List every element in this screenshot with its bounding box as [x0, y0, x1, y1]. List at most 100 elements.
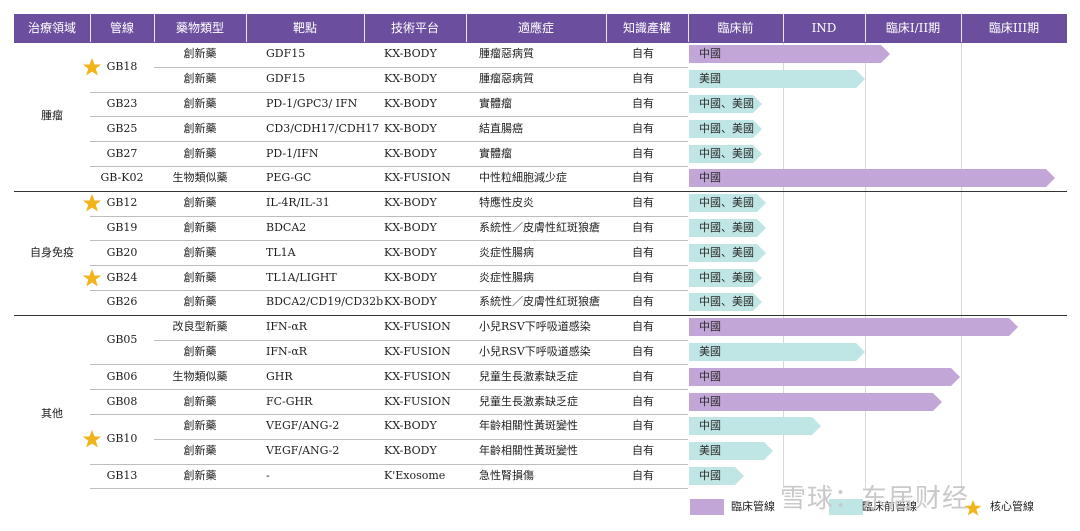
header-col-1: 管線	[109, 21, 134, 35]
pipeline-name: GB13	[106, 469, 138, 482]
therapeutic-area: 自身免疫	[30, 245, 74, 259]
tech-platform: KX-FUSION	[384, 394, 451, 408]
ip-ownership: 自有	[632, 121, 654, 135]
region-label: 美國	[699, 444, 721, 458]
drug-type: 改良型新藥	[172, 320, 228, 334]
row-divider	[90, 166, 688, 167]
target: TL1A/LIGHT	[266, 270, 337, 284]
pipeline-name: GB-K02	[100, 171, 144, 185]
target: IL-4R/IL-31	[266, 196, 330, 210]
drug-type: 創新藥	[183, 97, 217, 110]
target: GDF15	[266, 72, 306, 86]
target: GDF15	[266, 47, 306, 61]
header-col-6: 知識產權	[622, 21, 671, 35]
drug-type: 創新藥	[183, 72, 217, 86]
legend-clinical-label: 臨床管線	[731, 500, 775, 513]
row-divider	[154, 67, 688, 68]
region-label: 中國	[699, 47, 721, 61]
indication: 兒童生長激素缺乏症	[479, 394, 578, 408]
region-label: 中國	[699, 320, 721, 334]
region-label: 中國、美國	[699, 221, 754, 234]
drug-type: 生物類似藥	[172, 369, 228, 383]
preclinical-progress-arrow	[689, 119, 762, 138]
target: PD-1/GPC3/ IFN	[266, 97, 358, 110]
region-label: 中國	[699, 469, 721, 482]
target: PEG-GC	[266, 171, 312, 185]
pipeline-name: GB20	[106, 245, 138, 259]
legend-core-label: 核心管線	[990, 500, 1034, 513]
tech-platform: K'Exosome	[384, 469, 446, 482]
header-stage-1: IND	[811, 21, 837, 35]
drug-type: 創新藥	[183, 221, 217, 234]
row-divider	[90, 389, 688, 390]
preclinical-progress-arrow	[689, 343, 865, 361]
drug-type: 創新藥	[183, 444, 217, 458]
header-col-3: 靶點	[292, 21, 317, 35]
tech-platform: KX-BODY	[384, 444, 437, 458]
ip-ownership: 自有	[632, 469, 654, 482]
pipeline-name: GB10	[106, 431, 138, 445]
table-top-line	[14, 42, 1067, 43]
preclinical-progress-arrow	[689, 467, 744, 485]
header-separator	[246, 14, 247, 42]
row-divider	[90, 464, 688, 465]
drug-type: 創新藥	[183, 419, 217, 433]
preclinical-progress-arrow	[689, 442, 773, 461]
indication: 實體瘤	[479, 97, 512, 110]
therapeutic-area: 其他	[41, 407, 63, 420]
indication: 腫瘤惡病質	[479, 47, 534, 61]
legend-preclinical-label: 臨床前管線	[862, 500, 917, 513]
tech-platform: KX-BODY	[384, 146, 437, 160]
ip-ownership: 自有	[632, 97, 654, 110]
drug-type: 創新藥	[183, 245, 217, 259]
target: CD3/CDH17/CDH17	[266, 121, 380, 135]
ip-ownership: 自有	[632, 419, 654, 433]
indication: 結直腸癌	[479, 121, 523, 135]
header-col-2: 藥物類型	[175, 21, 224, 35]
ip-ownership: 自有	[632, 221, 654, 234]
header-col-5: 適應症	[517, 21, 554, 35]
preclinical-progress-arrow	[689, 417, 821, 436]
preclinical-progress-arrow	[689, 268, 762, 287]
clinical-progress-arrow	[689, 367, 960, 386]
target: VEGF/ANG-2	[266, 444, 340, 458]
tech-platform: KX-BODY	[384, 270, 437, 284]
pipeline-name: GB05	[106, 332, 138, 346]
stage-divider	[865, 42, 866, 488]
indication: 系統性／皮膚性紅斑狼瘡	[479, 221, 600, 234]
header-separator	[466, 14, 467, 42]
group-divider	[14, 315, 1067, 316]
ip-ownership: 自有	[632, 369, 654, 383]
header-separator	[90, 14, 91, 42]
stage-divider	[783, 42, 784, 488]
row-divider	[90, 364, 688, 365]
target: FC-GHR	[266, 394, 313, 408]
indication: 實體瘤	[479, 146, 512, 160]
region-label: 中國、美國	[699, 97, 754, 110]
ip-ownership: 自有	[632, 146, 654, 160]
preclinical-progress-arrow	[689, 219, 766, 237]
header-separator	[364, 14, 365, 42]
clinical-progress-arrow	[689, 45, 890, 64]
clinical-progress-arrow	[689, 169, 1055, 188]
target: BDCA2	[266, 221, 307, 234]
legend-core-star-icon	[964, 499, 982, 516]
target: GHR	[266, 369, 293, 383]
header-stage-2: 臨床I/II期	[885, 21, 941, 35]
drug-type: 創新藥	[183, 121, 217, 135]
target: IFN-αR	[266, 345, 308, 358]
pipeline-name: GB23	[106, 97, 138, 110]
row-divider	[90, 240, 688, 241]
target: TL1A	[266, 245, 296, 259]
preclinical-progress-arrow	[689, 95, 762, 113]
preclinical-progress-arrow	[689, 194, 766, 213]
core-pipeline-star-icon	[82, 268, 102, 286]
tech-platform: KX-FUSION	[384, 369, 451, 383]
indication: 兒童生長激素缺乏症	[479, 369, 578, 383]
pipeline-name: GB19	[106, 221, 138, 234]
region-label: 中國、美國	[699, 146, 754, 160]
pipeline-name: GB08	[106, 394, 138, 408]
tech-platform: KX-FUSION	[384, 345, 451, 358]
region-label: 中國、美國	[699, 270, 754, 284]
pipeline-name: GB24	[106, 270, 138, 284]
